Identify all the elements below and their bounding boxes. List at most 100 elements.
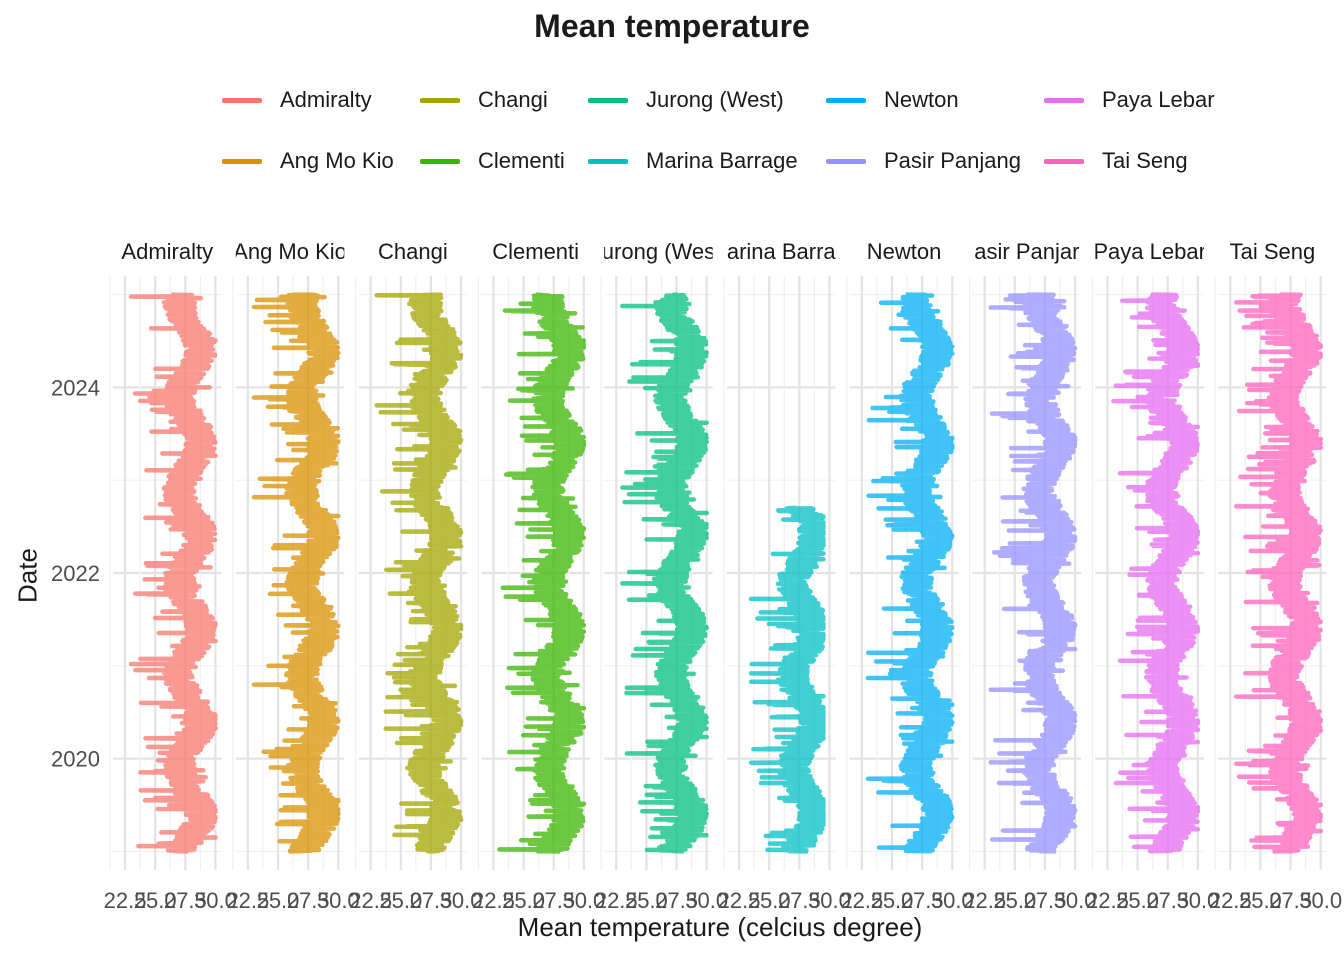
- series-line-clementi: [497, 292, 587, 854]
- facet-strip-label: arina Barra: [727, 239, 837, 264]
- x-tick-label: 25.0: [748, 888, 791, 913]
- series-line-marina-barrage: [748, 505, 826, 854]
- x-tick-label: 22.5: [104, 888, 147, 913]
- x-tick-label: 25.0: [1116, 888, 1159, 913]
- x-tick-label: 30.0: [1299, 888, 1342, 913]
- x-tick-label: 30.0: [317, 888, 360, 913]
- legend-label: Clementi: [478, 148, 565, 173]
- legend-swatch: [1044, 97, 1084, 103]
- x-tick-label: 25.0: [993, 888, 1036, 913]
- legend-item: Pasir Panjang: [826, 146, 1021, 176]
- x-tick-label: 25.0: [502, 888, 545, 913]
- x-tick-label: 22.5: [840, 888, 883, 913]
- x-tick-label: 27.5: [1269, 888, 1312, 913]
- legend-swatch: [420, 97, 460, 103]
- legend-label: Admiralty: [280, 87, 372, 112]
- facet-panel: 22.525.027.530.0 Tai Seng: [1209, 239, 1342, 913]
- x-tick-label: 25.0: [1239, 888, 1282, 913]
- y-tick-label: 2024: [51, 375, 100, 400]
- x-tick-label: 22.5: [226, 888, 269, 913]
- x-tick-label: 27.5: [410, 888, 453, 913]
- legend-swatch: [1044, 158, 1084, 164]
- x-tick-label: 22.5: [595, 888, 638, 913]
- legend-item: Ang Mo Kio: [222, 146, 394, 176]
- facet-strip-label: Paya Lebar: [1093, 239, 1206, 264]
- legend-swatch: [222, 158, 262, 164]
- legend-label: Paya Lebar: [1102, 87, 1215, 112]
- legend-label: Tai Seng: [1102, 148, 1188, 173]
- legend-item: Jurong (West): [588, 85, 784, 115]
- x-tick-label: 27.5: [778, 888, 821, 913]
- legend-label: Marina Barrage: [646, 148, 798, 173]
- x-tick-label: 22.5: [718, 888, 761, 913]
- legend-item: Tai Seng: [1044, 146, 1188, 176]
- legend-label: Pasir Panjang: [884, 148, 1021, 173]
- facet-strip-label: Ang Mo Kio: [233, 239, 347, 264]
- x-tick-label: 25.0: [625, 888, 668, 913]
- legend-item: Paya Lebar: [1044, 85, 1215, 115]
- series-line-pasir-panjang: [988, 292, 1078, 854]
- x-tick-label: 22.5: [1209, 888, 1252, 913]
- legend-label: Changi: [478, 87, 548, 112]
- x-tick-label: 27.5: [901, 888, 944, 913]
- facet-panel: 22.525.027.530.0 urong (Wes: [595, 239, 728, 913]
- series-line-jurong-west-: [620, 292, 709, 854]
- facet-strip-label: asir Panjar: [974, 239, 1079, 264]
- x-tick-label: 22.5: [1086, 888, 1129, 913]
- x-tick-label: 27.5: [287, 888, 330, 913]
- x-tick-label: 30.0: [808, 888, 851, 913]
- x-tick-label: 25.0: [257, 888, 300, 913]
- facet-strip-label: Admiralty: [121, 239, 213, 264]
- series-line-tai-seng: [1234, 292, 1323, 854]
- y-tick-label: 2022: [51, 561, 100, 586]
- facet-strip-label: Newton: [867, 239, 942, 264]
- legend-swatch: [588, 97, 628, 103]
- facet-strip-label: Tai Seng: [1230, 239, 1316, 264]
- legend-item: Newton: [826, 85, 959, 115]
- legend-swatch: [826, 97, 866, 103]
- x-tick-label: 27.5: [164, 888, 207, 913]
- facet-panel: 22.525.027.530.0 Changi: [349, 239, 482, 913]
- x-tick-label: 25.0: [134, 888, 177, 913]
- x-tick-label: 27.5: [532, 888, 575, 913]
- facet-panel: 22.525.027.530.0 arina Barra: [718, 239, 851, 913]
- facet-panel: 22.525.027.530.0 asir Panjar: [963, 239, 1096, 913]
- x-tick-label: 30.0: [440, 888, 483, 913]
- x-tick-label: 30.0: [1054, 888, 1097, 913]
- facet-panel: 22.525.027.530.0 Ang Mo Kio: [226, 239, 359, 913]
- series-line-admiralty: [128, 292, 218, 854]
- series-line-newton: [865, 292, 955, 854]
- x-axis-title: Mean temperature (celcius degree): [517, 912, 923, 942]
- legend-swatch: [826, 158, 866, 164]
- x-tick-label: 27.5: [1146, 888, 1189, 913]
- series-line-changi: [374, 292, 464, 854]
- legend-swatch: [420, 158, 460, 164]
- x-tick-label: 22.5: [349, 888, 392, 913]
- facet-panel: 22.525.027.530.0 Newton: [840, 239, 973, 913]
- legend-item: Clementi: [420, 146, 565, 176]
- x-tick-label: 25.0: [379, 888, 422, 913]
- x-tick-label: 30.0: [562, 888, 605, 913]
- series-line-paya-lebar: [1111, 292, 1201, 854]
- x-tick-label: 30.0: [1176, 888, 1219, 913]
- y-axis-title: Date: [12, 548, 43, 603]
- x-tick-label: 22.5: [472, 888, 515, 913]
- x-tick-label: 30.0: [931, 888, 974, 913]
- legend-item: Admiralty: [222, 85, 372, 115]
- series-line-ang-mo-kio: [251, 292, 341, 854]
- facet-strip-label: Changi: [378, 239, 448, 264]
- y-tick-label: 2020: [51, 747, 100, 772]
- x-tick-label: 27.5: [655, 888, 698, 913]
- x-tick-label: 25.0: [871, 888, 914, 913]
- x-tick-label: 27.5: [1024, 888, 1067, 913]
- x-tick-label: 30.0: [194, 888, 237, 913]
- legend-label: Ang Mo Kio: [280, 148, 394, 173]
- legend-label: Jurong (West): [646, 87, 784, 112]
- legend-item: Marina Barrage: [588, 146, 798, 176]
- facet-panel: 22.525.027.530.0 Paya Lebar: [1086, 239, 1219, 913]
- x-tick-label: 30.0: [685, 888, 728, 913]
- legend-item: Changi: [420, 85, 548, 115]
- facet-strip-label: urong (Wes: [602, 239, 715, 264]
- legend-swatch: [222, 97, 262, 103]
